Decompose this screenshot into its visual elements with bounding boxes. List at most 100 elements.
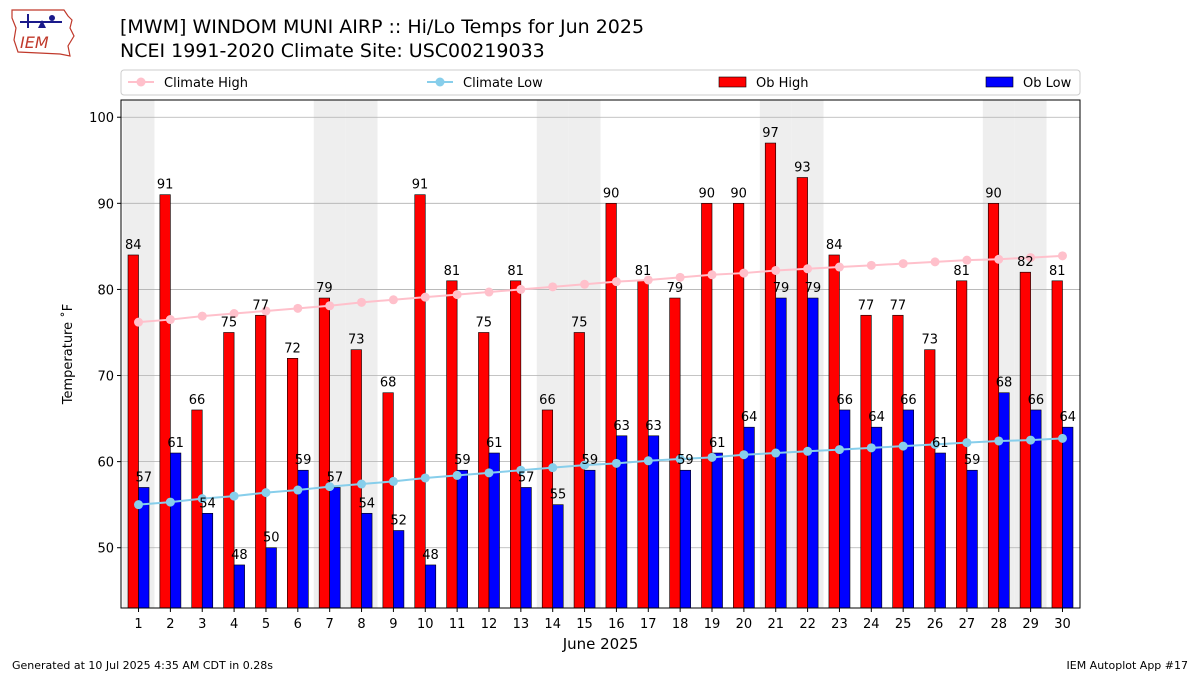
ob-low-bar — [584, 469, 596, 609]
climate-low-point — [643, 456, 653, 466]
ob-low-label: 66 — [836, 393, 853, 408]
ob-high-bar — [796, 177, 808, 609]
climate-low-point — [388, 476, 398, 486]
ob-high-label: 73 — [922, 333, 939, 348]
ob-high-label: 81 — [1049, 264, 1066, 279]
ob-high-label: 90 — [603, 186, 620, 201]
x-tick-label: 20 — [736, 617, 753, 632]
climate-high-point — [866, 260, 876, 270]
ob-high-label: 91 — [157, 178, 174, 193]
ob-high-bar — [573, 332, 585, 609]
ob-low-label: 55 — [550, 488, 567, 503]
ob-low-label: 57 — [327, 470, 344, 485]
iem-logo: IEM — [11, 9, 75, 57]
climate-high-point — [739, 268, 749, 278]
ob-high-bar — [637, 280, 649, 609]
ob-high-bar — [764, 142, 777, 609]
ob-high-label: 97 — [762, 126, 779, 141]
ob-low-bar — [520, 487, 532, 609]
ob-low-label: 50 — [263, 531, 280, 546]
legend-box — [120, 69, 1081, 96]
climate-low-point — [484, 468, 494, 478]
climate-low-point — [229, 491, 239, 501]
ob-high-bar — [350, 349, 362, 609]
ob-high-bar — [987, 203, 1000, 609]
plot-area: 5060708090100845791616654754877507259795… — [60, 99, 1081, 653]
ob-low-bar — [170, 452, 182, 609]
ob-low-label: 64 — [868, 410, 885, 425]
ob-high-label: 84 — [826, 238, 843, 253]
x-tick-label: 24 — [863, 617, 880, 632]
ob-high-label: 77 — [252, 298, 269, 313]
ob-low-bar — [966, 469, 978, 609]
climate-high-point — [707, 270, 717, 280]
climate-low-point — [452, 470, 462, 480]
y-tick-label: 60 — [97, 456, 114, 471]
climate-high-point — [357, 297, 367, 307]
climate-high-point — [1057, 251, 1067, 261]
climate-low-point — [739, 450, 749, 460]
climate-low-line — [138, 437, 1063, 506]
y-tick-label: 70 — [97, 370, 114, 385]
y-axis-label: Temperature ˚F — [60, 304, 76, 405]
climate-low-point — [261, 488, 271, 498]
x-tick-label: 13 — [513, 617, 530, 632]
climate-high-point — [580, 279, 590, 289]
ob-low-label: 59 — [964, 453, 981, 468]
ob-high-bar — [446, 280, 458, 609]
x-tick-label: 8 — [357, 617, 365, 632]
climate-high-point — [898, 259, 908, 269]
climate-low-point — [962, 438, 972, 448]
ob-high-label: 90 — [730, 186, 747, 201]
ob-high-label: 79 — [316, 281, 333, 296]
climate-low-point — [1026, 435, 1036, 445]
climate-low-point — [580, 460, 590, 470]
climate-low-point — [548, 463, 558, 473]
climate-low-point — [866, 443, 876, 453]
legend-ob-low-swatch — [985, 76, 1014, 88]
ob-high-bar — [828, 254, 840, 609]
ob-low-label: 48 — [231, 548, 248, 563]
y-tick-label: 100 — [89, 111, 114, 126]
climate-high-point — [994, 254, 1004, 264]
climate-high-point — [643, 275, 653, 285]
climate-high-point — [1026, 253, 1036, 263]
ob-high-label: 79 — [667, 281, 684, 296]
climate-low-point — [420, 473, 430, 483]
ob-high-label: 75 — [571, 315, 588, 330]
climate-high-point — [611, 277, 621, 287]
ob-low-label: 66 — [900, 393, 917, 408]
ob-high-label: 68 — [380, 376, 397, 391]
ob-low-bar — [1062, 426, 1074, 609]
ob-low-bar — [711, 452, 723, 609]
climate-low-point — [771, 448, 781, 458]
ob-low-label: 54 — [199, 496, 216, 511]
x-tick-label: 11 — [449, 617, 466, 632]
ob-low-label: 64 — [741, 410, 758, 425]
ob-high-bar — [860, 314, 872, 609]
x-tick-label: 5 — [262, 617, 270, 632]
plot-frame — [120, 99, 1081, 609]
y-tick-label: 80 — [97, 283, 114, 298]
climate-high-point — [229, 309, 239, 319]
climate-low-point — [197, 494, 207, 504]
ob-high-bar — [414, 194, 426, 609]
x-tick-label: 22 — [799, 617, 816, 632]
ob-low-bar — [201, 512, 214, 609]
climate-low-point — [165, 497, 175, 507]
climate-high-point — [420, 292, 430, 302]
ob-low-bar — [233, 564, 245, 609]
ob-low-bar — [265, 547, 277, 609]
climate-high-point — [516, 284, 526, 294]
ob-low-label: 59 — [454, 453, 471, 468]
x-tick-label: 29 — [1022, 617, 1039, 632]
y-tick-label: 90 — [97, 197, 114, 212]
chart-title: [MWM] WINDOM MUNI AIRP :: Hi/Lo Temps fo… — [120, 16, 645, 38]
legend-climate-low-label: Climate Low — [463, 76, 543, 91]
climate-low-point — [930, 439, 940, 449]
x-tick-label: 10 — [417, 617, 434, 632]
x-tick-label: 18 — [672, 617, 689, 632]
ob-low-bar — [456, 469, 468, 609]
ob-high-bar — [701, 203, 713, 609]
